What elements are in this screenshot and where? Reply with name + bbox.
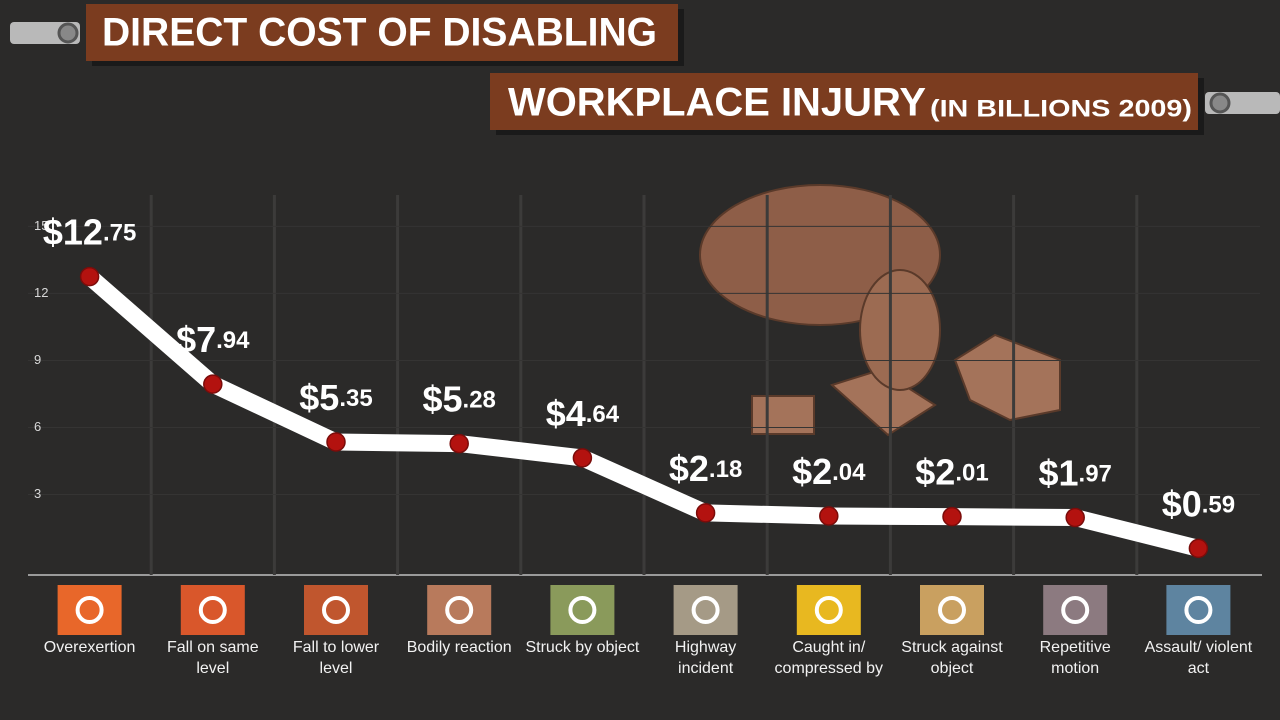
category-icon — [796, 585, 861, 635]
icon-glyph — [445, 596, 474, 624]
data-point — [1065, 507, 1085, 528]
pin-head — [1209, 92, 1231, 114]
value-label: $4.64 — [546, 392, 620, 433]
icon-glyph — [75, 596, 104, 624]
data-point — [572, 448, 593, 468]
category-icon — [550, 585, 615, 635]
category-icon — [920, 585, 984, 635]
category-icon — [427, 585, 492, 635]
value-label: $0.59 — [1162, 483, 1235, 524]
category-icon — [57, 585, 122, 635]
line — [81, 268, 1207, 557]
x-tick-label: Fall on same level — [167, 639, 259, 677]
y-tick-label: 15 — [34, 218, 48, 233]
illustration — [699, 184, 1061, 437]
category-icon — [180, 585, 245, 635]
data-point — [695, 503, 716, 523]
category-icon — [304, 585, 368, 635]
value-label: $12.75 — [43, 211, 136, 252]
y-tick-label: 6 — [34, 419, 41, 434]
category-icon — [673, 585, 738, 635]
category-icon — [1043, 585, 1108, 635]
title-banner — [86, 4, 678, 61]
value-label: $1.97 — [1038, 452, 1111, 493]
y-tick-label: 12 — [34, 285, 48, 300]
icon-glyph — [322, 596, 350, 624]
x-tick-label: Assault/ violent act — [1144, 639, 1253, 677]
data-point — [449, 433, 469, 454]
value-label: $5.35 — [299, 377, 372, 418]
data-point — [1188, 538, 1209, 559]
value-label: $2.18 — [669, 447, 742, 488]
x-tick-label: Struck by object — [525, 639, 640, 656]
value-label: $2.01 — [915, 451, 988, 492]
value-label: $2.04 — [792, 451, 866, 492]
x-tick-label: Highway incident — [674, 639, 737, 677]
data-point — [79, 266, 100, 287]
icon-glyph — [691, 596, 720, 624]
y-tick-label: 9 — [34, 352, 41, 367]
x-tick-label: Repetitive motion — [1039, 639, 1111, 677]
icon-glyph — [1184, 596, 1213, 624]
value-label: $5.28 — [422, 378, 495, 419]
icon-glyph — [568, 596, 597, 624]
data-point — [203, 374, 223, 394]
value-label: $7.94 — [176, 319, 250, 360]
data-point — [326, 432, 346, 452]
data-point — [942, 506, 962, 527]
icon-glyph — [814, 596, 843, 624]
icon-glyph — [938, 596, 966, 624]
chart-subtitle: (IN BILLIONS 2009) — [930, 95, 1192, 122]
icon-glyph — [198, 596, 227, 624]
pin-head — [57, 22, 79, 44]
chart-title: DIRECT COST OF DISABLING — [102, 11, 657, 55]
x-tick-label: Bodily reaction — [406, 639, 512, 656]
data-point — [819, 506, 839, 526]
y-tick-label: 3 — [34, 486, 41, 501]
x-tick-label: Caught in/ compressed by — [774, 639, 884, 677]
category-icon — [1166, 585, 1231, 635]
x-tick-label: Fall to lower level — [292, 639, 380, 677]
x-tick-label: Overexertion — [43, 639, 136, 656]
title-banner — [490, 73, 1198, 130]
icon-glyph — [1061, 596, 1090, 624]
chart-title: WORKPLACE INJURY — [508, 81, 926, 125]
x-tick-label: Struck against object — [901, 639, 1003, 677]
